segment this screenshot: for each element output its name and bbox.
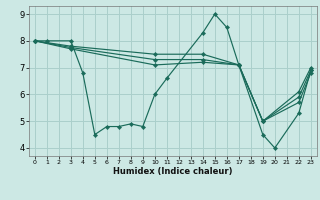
X-axis label: Humidex (Indice chaleur): Humidex (Indice chaleur) <box>113 167 233 176</box>
